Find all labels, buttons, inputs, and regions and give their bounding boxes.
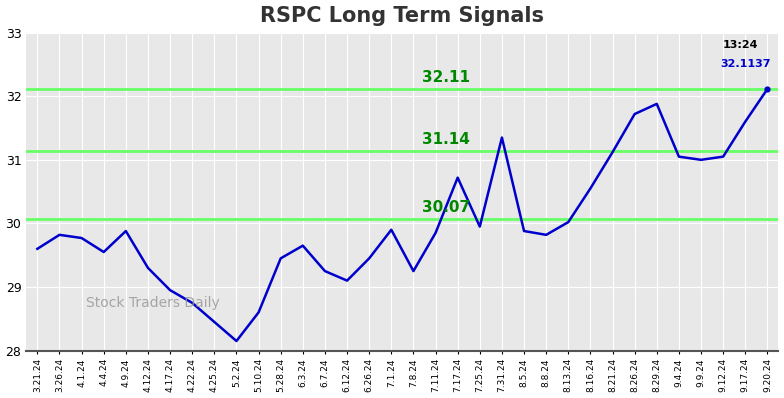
Text: 13:24: 13:24 [723, 39, 759, 50]
Text: 32.1137: 32.1137 [720, 59, 771, 69]
Text: 31.14: 31.14 [423, 132, 470, 147]
Text: Stock Traders Daily: Stock Traders Daily [86, 296, 220, 310]
Point [761, 86, 774, 92]
Text: 32.11: 32.11 [422, 70, 470, 86]
Text: 30.07: 30.07 [422, 200, 470, 215]
Title: RSPC Long Term Signals: RSPC Long Term Signals [260, 6, 544, 25]
